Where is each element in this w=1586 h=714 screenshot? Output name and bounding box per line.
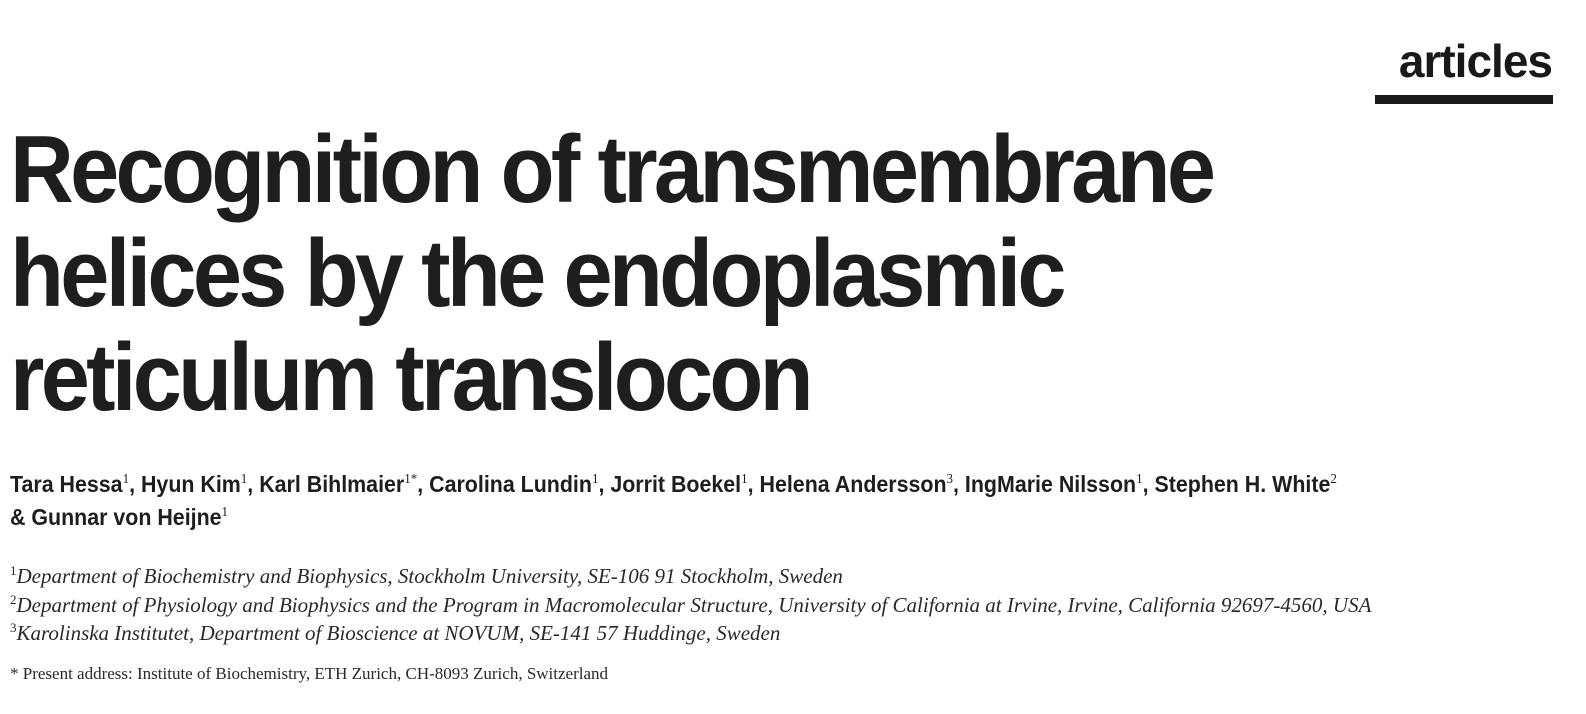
- author-affiliation-mark: 1: [1136, 472, 1143, 487]
- author-line: & Gunnar von Heijne1: [10, 501, 1461, 534]
- present-address-note: * Present address: Institute of Biochemi…: [10, 664, 609, 683]
- affiliation-text: Department of Biochemistry and Biophysic…: [16, 564, 843, 588]
- affiliation: 3Karolinska Institutet, Department of Bi…: [10, 619, 1371, 648]
- author-affiliation-mark: 1*: [404, 472, 418, 487]
- title-line: helices by the endoplasmic: [10, 220, 1067, 327]
- author-name: Carolina Lundin: [429, 471, 592, 497]
- author-name: Helena Andersson: [759, 471, 947, 497]
- author-name: Karl Bihlmaier: [259, 471, 405, 497]
- author-affiliation-mark: 2: [1330, 472, 1337, 487]
- author-name: & Gunnar von Heijne: [10, 504, 222, 530]
- affiliation-text: Karolinska Institutet, Department of Bio…: [16, 621, 781, 645]
- section-rule: [1375, 95, 1553, 104]
- author-separator: ,: [129, 471, 141, 497]
- author-name: IngMarie Nilsson: [964, 471, 1137, 497]
- title-line: Recognition of transmembrane: [10, 116, 1216, 223]
- affiliation: 2Department of Physiology and Biophysics…: [10, 591, 1371, 620]
- author-affiliation-mark: 1: [221, 505, 229, 520]
- author-separator: ,: [953, 471, 965, 497]
- title-line: reticulum translocon: [10, 324, 814, 431]
- author-list: Tara Hessa1, Hyun Kim1, Karl Bihlmaier1*…: [10, 468, 1461, 534]
- author-name: Jorrit Boekel: [610, 471, 742, 497]
- author-separator: ,: [247, 471, 260, 497]
- affiliation-mark: 1: [10, 563, 17, 578]
- author-separator: ,: [598, 471, 611, 497]
- section-label: articles: [1398, 35, 1553, 87]
- author-separator: ,: [1142, 471, 1155, 497]
- author-separator: ,: [417, 471, 430, 497]
- affiliation-text: Department of Physiology and Biophysics …: [16, 592, 1372, 617]
- author-name: Stephen H. White: [1154, 471, 1331, 497]
- author-separator: ,: [747, 471, 760, 497]
- author-name: Hyun Kim: [140, 471, 241, 497]
- author-line: Tara Hessa1, Hyun Kim1, Karl Bihlmaier1*…: [10, 468, 1461, 501]
- affiliations: 1Department of Biochemistry and Biophysi…: [10, 562, 1371, 648]
- author-affiliation-mark: 1: [122, 472, 130, 487]
- author-affiliation-mark: 1: [591, 472, 599, 487]
- author-name: Tara Hessa: [10, 471, 123, 497]
- article-title: Recognition of transmembrane helices by …: [10, 116, 1216, 431]
- author-affiliation-mark: 3: [946, 472, 954, 487]
- affiliation-mark: 3: [10, 620, 17, 635]
- author-affiliation-mark: 1: [240, 472, 248, 487]
- author-affiliation-mark: 1: [741, 472, 748, 487]
- affiliation-mark: 2: [10, 591, 17, 607]
- affiliation: 1Department of Biochemistry and Biophysi…: [10, 562, 1371, 591]
